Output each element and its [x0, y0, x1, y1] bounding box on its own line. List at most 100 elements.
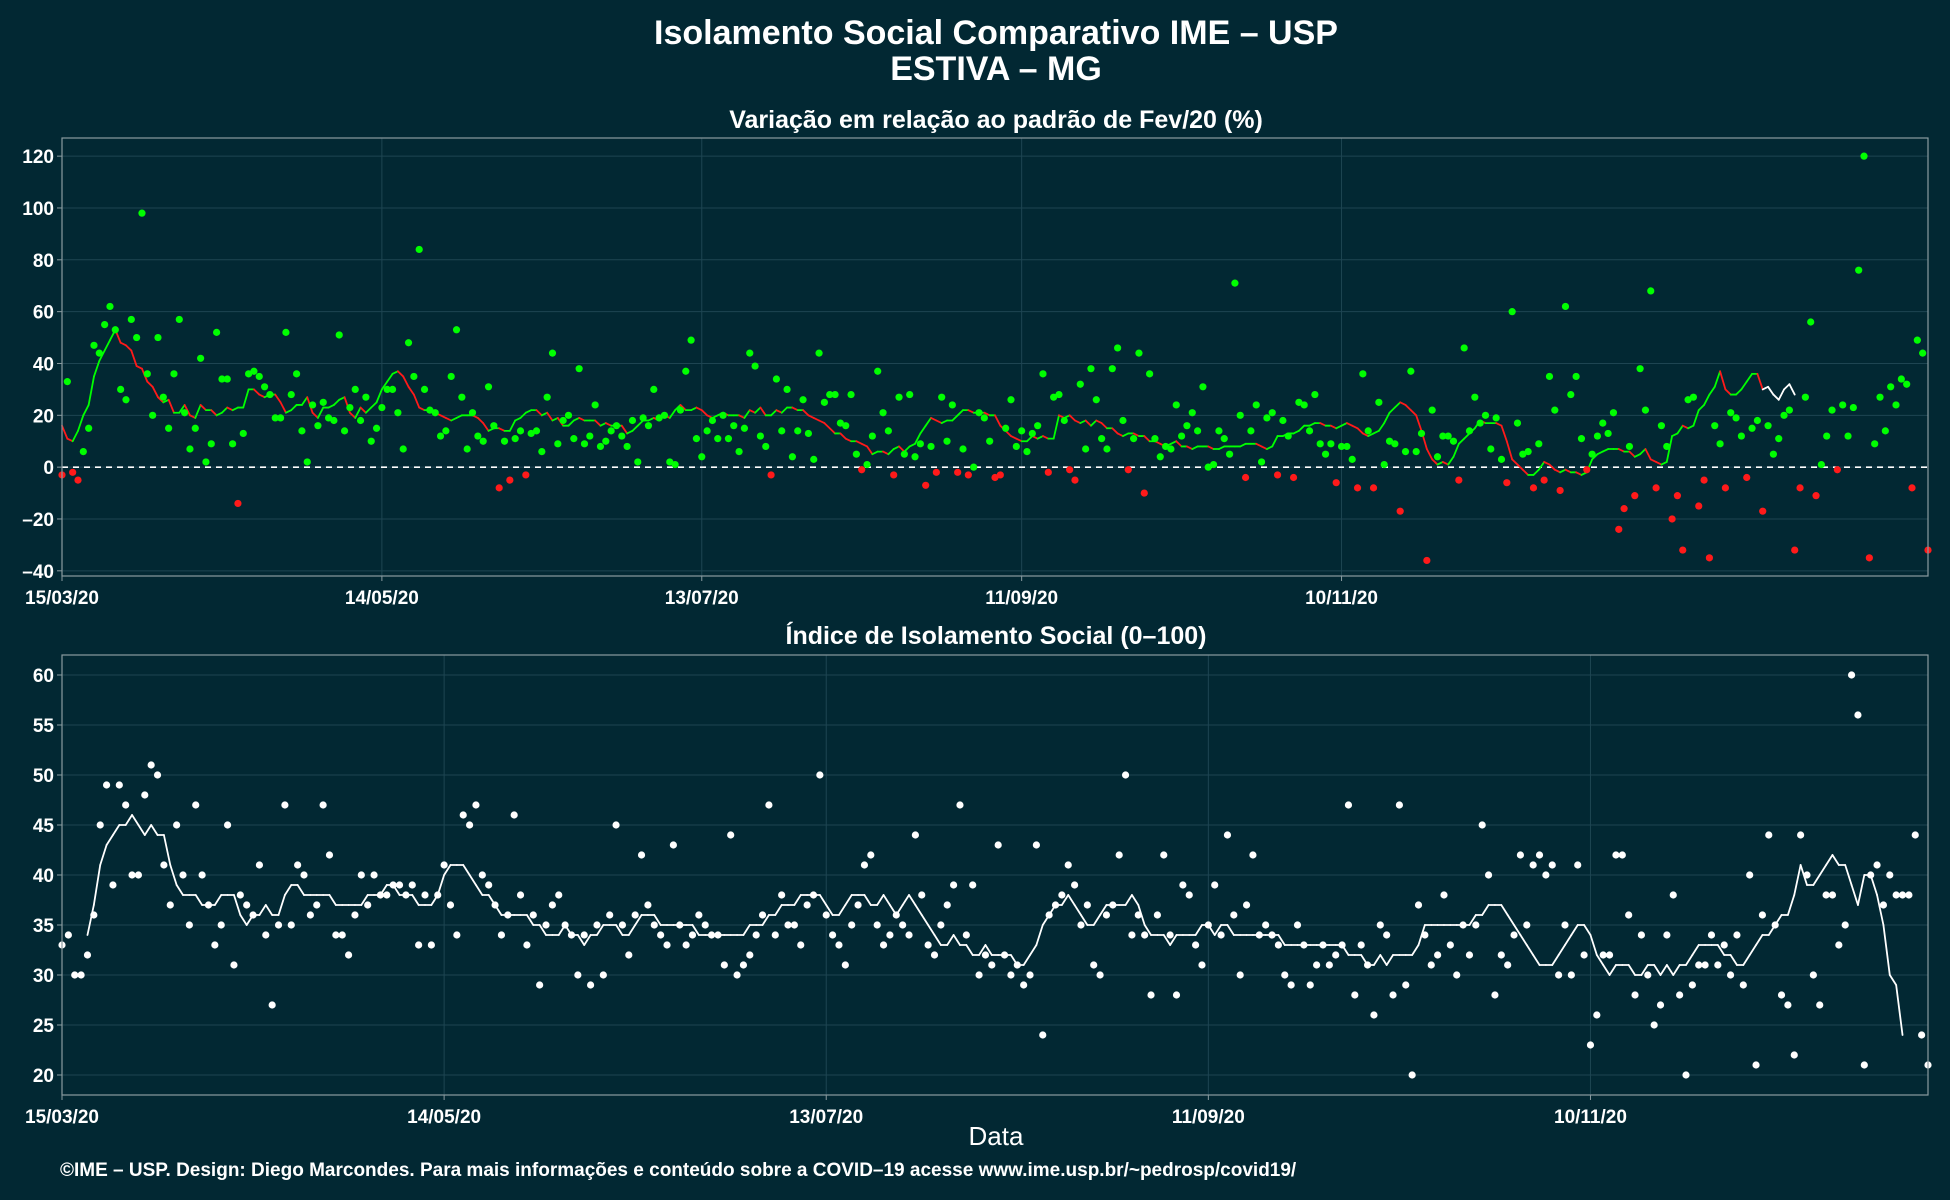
x-tick-label: 14/05/20: [345, 588, 419, 609]
data-point: [308, 401, 317, 409]
data-point: [446, 901, 455, 909]
data-point: [559, 416, 567, 425]
moving-average-segment: [855, 440, 863, 445]
data-point: [580, 440, 589, 448]
moving-average-segment: [1170, 440, 1178, 445]
moving-average-segment: [604, 422, 613, 427]
moving-average-segment: [626, 429, 634, 435]
data-point: [1338, 941, 1346, 949]
data-point: [708, 416, 717, 425]
moving-average-segment: [748, 409, 756, 414]
moving-average-segment: [1687, 424, 1695, 430]
data-point: [459, 811, 467, 819]
data-point: [394, 409, 402, 417]
data-point: [1071, 881, 1079, 889]
moving-average-segment: [1218, 445, 1226, 450]
data-point: [695, 911, 703, 919]
data-point: [1801, 393, 1809, 401]
data-point: [211, 941, 219, 949]
moving-average-segment: [1516, 463, 1524, 471]
moving-average-segment: [226, 406, 234, 412]
data-point: [1160, 851, 1168, 859]
data-point: [1178, 432, 1186, 440]
data-point: [356, 416, 365, 425]
data-point: [1064, 861, 1072, 869]
moving-average-segment: [653, 914, 662, 926]
data-point: [1657, 422, 1666, 430]
moving-average-segment: [1015, 437, 1023, 443]
data-point: [564, 411, 573, 419]
data-point: [143, 370, 151, 378]
moving-average-segment: [99, 844, 108, 866]
data-point: [367, 437, 375, 445]
moving-average-segment: [135, 365, 143, 370]
data-point: [175, 315, 183, 324]
moving-average-segment: [743, 409, 751, 419]
data-point: [1548, 861, 1556, 869]
moving-average-segment: [1559, 468, 1567, 474]
data-point: [820, 398, 828, 406]
moving-average-segment: [1575, 471, 1583, 476]
moving-average-segment: [546, 411, 554, 422]
moving-average-segment: [1831, 854, 1840, 866]
figure-title: Isolamento Social Comparativo IME – USP: [654, 14, 1338, 52]
y-tick-label: 60: [33, 303, 54, 324]
data-point: [922, 481, 930, 489]
moving-average-segment: [1068, 414, 1076, 422]
moving-average-segment: [375, 388, 383, 404]
moving-average-segment: [892, 445, 900, 450]
data-point: [1816, 1001, 1824, 1009]
moving-average-segment: [221, 406, 229, 414]
data-point: [1026, 971, 1034, 979]
data-point: [1295, 398, 1303, 406]
data-point: [1417, 429, 1426, 438]
moving-average-segment: [475, 884, 484, 896]
data-point: [644, 901, 652, 909]
moving-average-segment: [1213, 924, 1222, 936]
moving-average-segment: [402, 375, 410, 388]
moving-average-segment: [386, 372, 394, 383]
data-point: [1281, 971, 1289, 979]
y-tick-label: 80: [33, 251, 54, 272]
data-point: [1609, 409, 1618, 417]
plot-frame: [61, 137, 1929, 577]
data-point: [415, 245, 423, 254]
data-point: [1784, 1001, 1792, 1009]
figure-subtitle: ESTIVA – MG: [890, 50, 1102, 88]
data-point: [1370, 1011, 1378, 1019]
data-point: [434, 891, 442, 899]
data-point: [660, 411, 669, 419]
data-point: [1018, 427, 1026, 435]
data-point: [1039, 370, 1047, 378]
moving-average-segment: [199, 404, 207, 412]
moving-average-segment: [1372, 429, 1380, 435]
data-point: [90, 911, 98, 919]
data-point: [1720, 941, 1728, 949]
moving-average-segment: [124, 814, 133, 826]
moving-average-segment: [1367, 432, 1375, 437]
data-point: [1172, 991, 1181, 999]
moving-average-segment: [1356, 427, 1364, 435]
moving-average-segment: [596, 924, 605, 936]
moving-average-segment: [1090, 419, 1098, 427]
data-point: [835, 941, 843, 949]
moving-average-segment: [1035, 924, 1044, 946]
x-tick-label: 13/07/20: [789, 1107, 863, 1128]
moving-average-segment: [844, 437, 852, 443]
data-point: [1753, 416, 1761, 425]
data-point: [575, 365, 583, 373]
moving-average-segment: [946, 934, 955, 946]
data-point: [1833, 466, 1841, 474]
moving-average-segment: [183, 404, 191, 417]
data-point: [707, 931, 716, 939]
moving-average-segment: [311, 411, 319, 419]
moving-average-segment: [1676, 424, 1684, 435]
data-point: [511, 435, 519, 443]
data-point: [399, 445, 407, 453]
moving-average-segment: [327, 404, 335, 409]
moving-average-segment: [1266, 445, 1274, 450]
moving-average-segment: [978, 944, 987, 956]
y-tick-label: –40: [22, 562, 54, 583]
moving-average-segment: [620, 424, 629, 435]
